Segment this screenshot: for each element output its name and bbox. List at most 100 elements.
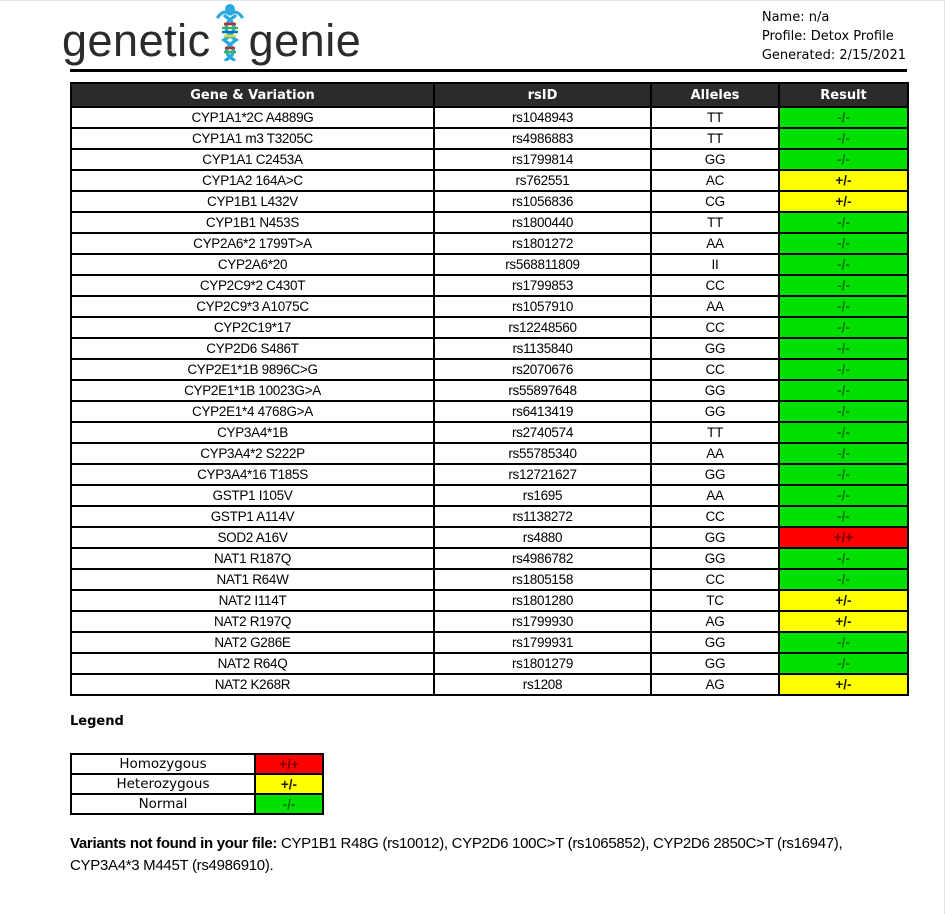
report-header: genetic genie Name: n/a Profile: Detox P…	[0, 1, 944, 69]
rsid-cell: rs1138272	[433, 505, 652, 528]
table-row: CYP2D6 S486T rs1135840 GG -/-	[70, 337, 909, 360]
rsid-cell: rs762551	[433, 169, 652, 192]
result-cell: -/-	[778, 106, 909, 129]
rsid-cell: rs55897648	[433, 379, 652, 402]
result-cell: -/-	[778, 358, 909, 381]
legend-title: Legend	[70, 714, 124, 729]
alleles-cell: GG	[650, 652, 780, 675]
table-row: NAT1 R187Q rs4986782 GG -/-	[70, 547, 909, 570]
result-cell: -/-	[778, 421, 909, 444]
alleles-cell: GG	[650, 379, 780, 402]
rsid-cell: rs568811809	[433, 253, 652, 276]
header-divider	[70, 69, 907, 72]
table-row: CYP2C9*2 C430T rs1799853 CC -/-	[70, 274, 909, 297]
rsid-cell: rs1799853	[433, 274, 652, 297]
table-row: NAT2 I114T rs1801280 TC +/-	[70, 589, 909, 612]
table-row: CYP1A2 164A>C rs762551 AC +/-	[70, 169, 909, 192]
result-cell: +/-	[778, 190, 909, 213]
alleles-cell: GG	[650, 526, 780, 549]
legend-swatch: -/-	[254, 793, 324, 815]
alleles-cell: TC	[650, 589, 780, 612]
legend-swatch: +/-	[254, 773, 324, 795]
alleles-cell: CC	[650, 274, 780, 297]
result-cell: -/-	[778, 316, 909, 339]
column-header-gene: Gene & Variation	[70, 82, 435, 108]
variants-note-lead: Variants not found in your file:	[70, 835, 278, 852]
legend-label: Normal	[70, 793, 256, 815]
table-row: CYP2C9*3 A1075C rs1057910 AA -/-	[70, 295, 909, 318]
table-row: CYP2E1*4 4768G>A rs6413419 GG -/-	[70, 400, 909, 423]
table-row: CYP2A6*2 1799T>A rs1801272 AA -/-	[70, 232, 909, 255]
alleles-cell: TT	[650, 106, 780, 129]
legend-row: Heterozygous +/-	[70, 773, 324, 795]
gene-cell: CYP1B1 N453S	[70, 211, 435, 234]
rsid-cell: rs1799930	[433, 610, 652, 633]
table-row: NAT2 K268R rs1208 AG +/-	[70, 673, 909, 696]
rsid-cell: rs1800440	[433, 211, 652, 234]
gene-cell: CYP2C19*17	[70, 316, 435, 339]
table-row: CYP3A4*1B rs2740574 TT -/-	[70, 421, 909, 444]
result-cell: -/-	[778, 211, 909, 234]
gene-cell: NAT2 G286E	[70, 631, 435, 654]
table-row: NAT2 R64Q rs1801279 GG -/-	[70, 652, 909, 675]
alleles-cell: AC	[650, 169, 780, 192]
dna-person-icon	[212, 1, 248, 76]
report-meta: Name: n/a Profile: Detox Profile Generat…	[762, 3, 906, 65]
result-cell: -/-	[778, 547, 909, 570]
table-row: CYP1B1 N453S rs1800440 TT -/-	[70, 211, 909, 234]
rsid-cell: rs1057910	[433, 295, 652, 318]
alleles-cell: CG	[650, 190, 780, 213]
rsid-cell: rs1801280	[433, 589, 652, 612]
gene-cell: NAT2 R197Q	[70, 610, 435, 633]
table-row: CYP3A4*2 S222P rs55785340 AA -/-	[70, 442, 909, 465]
table-row: NAT1 R64W rs1805158 CC -/-	[70, 568, 909, 591]
result-cell: -/-	[778, 337, 909, 360]
result-cell: -/-	[778, 148, 909, 171]
genetic-genie-logo: genetic genie	[62, 4, 361, 76]
alleles-cell: CC	[650, 568, 780, 591]
alleles-cell: AA	[650, 232, 780, 255]
rsid-cell: rs4880	[433, 526, 652, 549]
meta-generated: Generated: 2/15/2021	[761, 48, 906, 63]
result-cell: -/-	[778, 274, 909, 297]
column-header-rsid: rsID	[433, 82, 652, 108]
table-row: CYP1A1*2C A4889G rs1048943 TT -/-	[70, 106, 909, 129]
result-cell: -/-	[778, 484, 909, 507]
gene-cell: CYP2E1*1B 9896C>G	[70, 358, 435, 381]
column-header-result: Result	[778, 82, 909, 108]
gene-cell: CYP3A4*2 S222P	[70, 442, 435, 465]
legend-label: Homozygous	[70, 753, 256, 775]
table-row: NAT2 R197Q rs1799930 AG +/-	[70, 610, 909, 633]
meta-profile: Profile: Detox Profile	[761, 29, 894, 44]
result-cell: -/-	[778, 295, 909, 318]
rsid-cell: rs4986883	[433, 127, 652, 150]
result-cell: -/-	[778, 127, 909, 150]
result-cell: -/-	[778, 568, 909, 591]
gene-cell: NAT1 R187Q	[70, 547, 435, 570]
rsid-cell: rs2070676	[433, 358, 652, 381]
result-cell: +/-	[778, 610, 909, 633]
gene-cell: CYP1A1 m3 T3205C	[70, 127, 435, 150]
result-cell: -/-	[778, 232, 909, 255]
gene-cell: CYP1B1 L432V	[70, 190, 435, 213]
table-row: SOD2 A16V rs4880 GG +/+	[70, 526, 909, 549]
table-row: CYP2C19*17 rs12248560 CC -/-	[70, 316, 909, 339]
table-row: CYP2E1*1B 10023G>A rs55897648 GG -/-	[70, 379, 909, 402]
result-cell: -/-	[778, 442, 909, 465]
alleles-cell: CC	[650, 316, 780, 339]
gene-cell: CYP2C9*3 A1075C	[70, 295, 435, 318]
alleles-cell: GG	[650, 400, 780, 423]
rsid-cell: rs1056836	[433, 190, 652, 213]
result-cell: +/-	[778, 673, 909, 696]
gene-cell: CYP1A2 164A>C	[70, 169, 435, 192]
result-cell: -/-	[778, 652, 909, 675]
alleles-cell: II	[650, 253, 780, 276]
legend-table-body: Homozygous +/+ Heterozygous +/- Normal -…	[70, 753, 324, 815]
result-cell: +/-	[778, 589, 909, 612]
alleles-cell: TT	[650, 127, 780, 150]
legend-row: Homozygous +/+	[70, 753, 324, 775]
table-header-row: Gene & Variation rsID Alleles Result	[70, 82, 909, 108]
table-row: NAT2 G286E rs1799931 GG -/-	[70, 631, 909, 654]
table-row: GSTP1 I105V rs1695 AA -/-	[70, 484, 909, 507]
results-table: Gene & Variation rsID Alleles Result CYP…	[70, 82, 909, 696]
